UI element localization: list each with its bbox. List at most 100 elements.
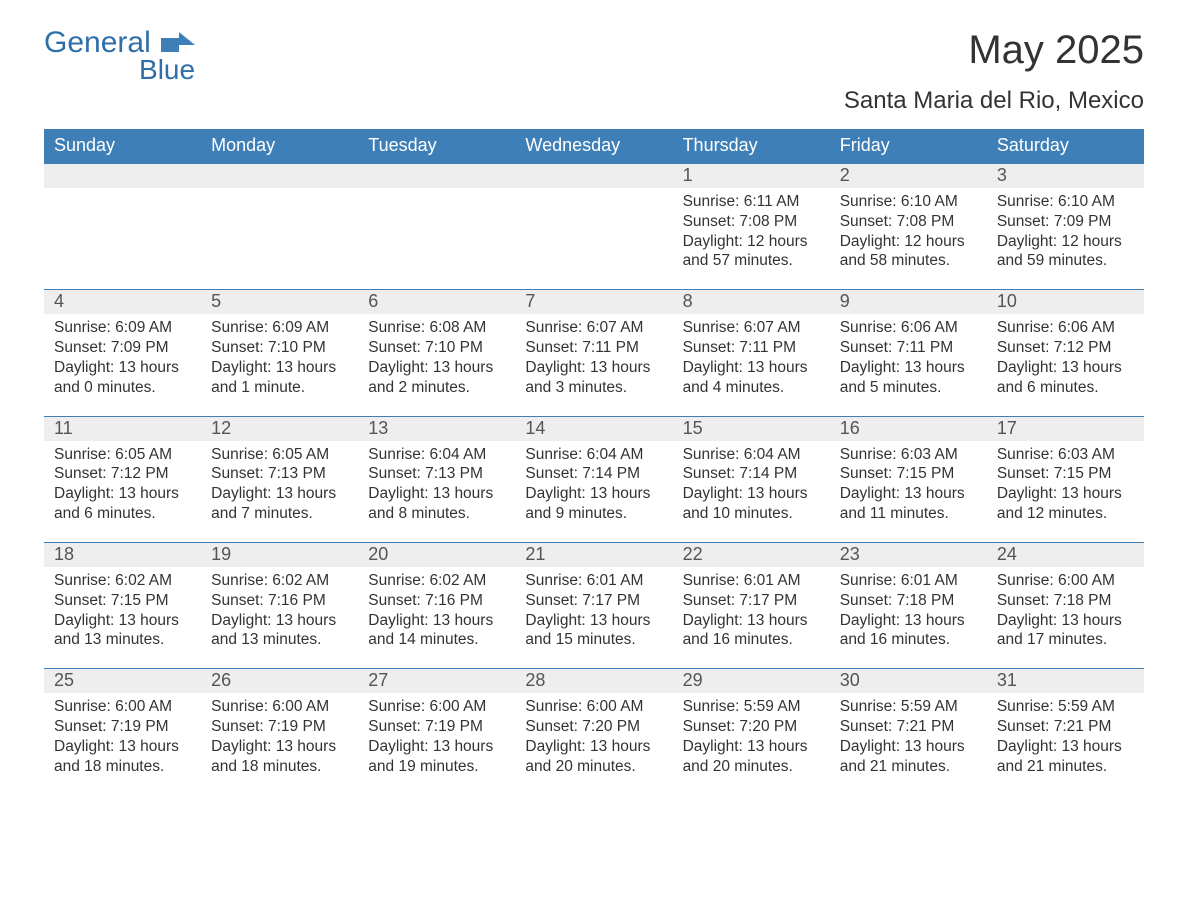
daylight-line2: and 11 minutes. xyxy=(840,504,977,524)
daylight-line1: Daylight: 12 hours xyxy=(683,232,820,252)
sunrise-text: Sunrise: 6:01 AM xyxy=(683,571,820,591)
day-cell xyxy=(358,164,515,289)
daylight-line2: and 13 minutes. xyxy=(54,630,191,650)
sunrise-text: Sunrise: 5:59 AM xyxy=(840,697,977,717)
day-number: 1 xyxy=(673,164,830,188)
daylight-line1: Daylight: 13 hours xyxy=(368,611,505,631)
day-cell: 7Sunrise: 6:07 AMSunset: 7:11 PMDaylight… xyxy=(515,290,672,415)
day-number: 26 xyxy=(201,669,358,693)
sunrise-text: Sunrise: 6:01 AM xyxy=(525,571,662,591)
day-body: Sunrise: 6:06 AMSunset: 7:11 PMDaylight:… xyxy=(830,314,987,415)
sunrise-text: Sunrise: 6:09 AM xyxy=(211,318,348,338)
sunset-text: Sunset: 7:15 PM xyxy=(840,464,977,484)
sunset-text: Sunset: 7:10 PM xyxy=(368,338,505,358)
brand-logo: General Blue xyxy=(44,28,195,84)
daylight-line1: Daylight: 13 hours xyxy=(683,737,820,757)
sunset-text: Sunset: 7:15 PM xyxy=(54,591,191,611)
day-cell: 2Sunrise: 6:10 AMSunset: 7:08 PMDaylight… xyxy=(830,164,987,289)
sunset-text: Sunset: 7:18 PM xyxy=(997,591,1134,611)
sunrise-text: Sunrise: 6:05 AM xyxy=(54,445,191,465)
day-number: 30 xyxy=(830,669,987,693)
sunrise-text: Sunrise: 6:04 AM xyxy=(368,445,505,465)
day-number: 8 xyxy=(673,290,830,314)
day-body: Sunrise: 5:59 AMSunset: 7:20 PMDaylight:… xyxy=(673,693,830,794)
dow-friday: Friday xyxy=(830,129,987,164)
header: General Blue May 2025 Santa Maria del Ri… xyxy=(44,28,1144,115)
day-number: 20 xyxy=(358,543,515,567)
sunrise-text: Sunrise: 6:00 AM xyxy=(525,697,662,717)
day-body: Sunrise: 6:00 AMSunset: 7:18 PMDaylight:… xyxy=(987,567,1144,668)
day-body: Sunrise: 6:10 AMSunset: 7:09 PMDaylight:… xyxy=(987,188,1144,289)
day-body: Sunrise: 6:06 AMSunset: 7:12 PMDaylight:… xyxy=(987,314,1144,415)
day-number xyxy=(201,164,358,188)
day-body: Sunrise: 6:00 AMSunset: 7:20 PMDaylight:… xyxy=(515,693,672,794)
daylight-line2: and 1 minute. xyxy=(211,378,348,398)
day-cell: 6Sunrise: 6:08 AMSunset: 7:10 PMDaylight… xyxy=(358,290,515,415)
daylight-line2: and 18 minutes. xyxy=(211,757,348,777)
daylight-line1: Daylight: 13 hours xyxy=(54,737,191,757)
day-number: 29 xyxy=(673,669,830,693)
week-row: 1Sunrise: 6:11 AMSunset: 7:08 PMDaylight… xyxy=(44,164,1144,289)
sunrise-text: Sunrise: 6:01 AM xyxy=(840,571,977,591)
day-number: 23 xyxy=(830,543,987,567)
daylight-line1: Daylight: 13 hours xyxy=(997,737,1134,757)
daylight-line2: and 9 minutes. xyxy=(525,504,662,524)
day-cell: 8Sunrise: 6:07 AMSunset: 7:11 PMDaylight… xyxy=(673,290,830,415)
sunrise-text: Sunrise: 6:06 AM xyxy=(840,318,977,338)
day-body xyxy=(44,188,201,288)
day-cell: 3Sunrise: 6:10 AMSunset: 7:09 PMDaylight… xyxy=(987,164,1144,289)
day-body xyxy=(515,188,672,288)
day-number: 2 xyxy=(830,164,987,188)
day-cell: 13Sunrise: 6:04 AMSunset: 7:13 PMDayligh… xyxy=(358,417,515,542)
daylight-line1: Daylight: 13 hours xyxy=(368,484,505,504)
day-body xyxy=(201,188,358,288)
sunset-text: Sunset: 7:13 PM xyxy=(211,464,348,484)
day-body: Sunrise: 6:07 AMSunset: 7:11 PMDaylight:… xyxy=(515,314,672,415)
week-row: 4 Sunrise: 6:09 AM Sunset: 7:09 PM Daylight… xyxy=(44,289,1144,415)
daylight-line1: Daylight: 12 hours xyxy=(840,232,977,252)
day-cell: 10Sunrise: 6:06 AMSunset: 7:12 PMDayligh… xyxy=(987,290,1144,415)
day-cell: 18Sunrise: 6:02 AMSunset: 7:15 PMDayligh… xyxy=(44,543,201,668)
sunset-text: Sunset: 7:09 PM xyxy=(997,212,1134,232)
day-body: Sunrise: 6:01 AMSunset: 7:17 PMDaylight:… xyxy=(515,567,672,668)
day-cell: 17Sunrise: 6:03 AMSunset: 7:15 PMDayligh… xyxy=(987,417,1144,542)
daylight-line1: Daylight: 13 hours xyxy=(997,611,1134,631)
daylight-line1: Daylight: 13 hours xyxy=(211,358,348,378)
day-body: Sunrise: 6:02 AMSunset: 7:16 PMDaylight:… xyxy=(201,567,358,668)
sunrise-text: Sunrise: 6:05 AM xyxy=(211,445,348,465)
day-body: Sunrise: 6:05 AMSunset: 7:12 PMDaylight:… xyxy=(44,441,201,542)
day-number: 4 xyxy=(44,290,201,314)
day-body: Sunrise: 6:04 AMSunset: 7:14 PMDaylight:… xyxy=(673,441,830,542)
daylight-line2: and 21 minutes. xyxy=(997,757,1134,777)
day-cell: 26Sunrise: 6:00 AMSunset: 7:19 PMDayligh… xyxy=(201,669,358,794)
sunset-text: Sunset: 7:12 PM xyxy=(54,464,191,484)
day-number xyxy=(358,164,515,188)
daylight-line1: Daylight: 13 hours xyxy=(840,358,977,378)
daylight-line2: and 18 minutes. xyxy=(54,757,191,777)
day-cell: 29Sunrise: 5:59 AMSunset: 7:20 PMDayligh… xyxy=(673,669,830,794)
sunset-text: Sunset: 7:09 PM xyxy=(54,338,191,358)
day-body: Sunrise: 6:00 AMSunset: 7:19 PMDaylight:… xyxy=(201,693,358,794)
week-row: 11Sunrise: 6:05 AMSunset: 7:12 PMDayligh… xyxy=(44,416,1144,542)
day-number: 19 xyxy=(201,543,358,567)
brand-text: General Blue xyxy=(44,28,195,84)
daylight-line2: and 12 minutes. xyxy=(997,504,1134,524)
day-body: Sunrise: 5:59 AMSunset: 7:21 PMDaylight:… xyxy=(987,693,1144,794)
day-cell xyxy=(201,164,358,289)
sunrise-text: Sunrise: 6:08 AM xyxy=(368,318,505,338)
day-number: 7 xyxy=(515,290,672,314)
daylight-line1: Daylight: 13 hours xyxy=(211,737,348,757)
day-number: 28 xyxy=(515,669,672,693)
day-cell: 9Sunrise: 6:06 AMSunset: 7:11 PMDaylight… xyxy=(830,290,987,415)
day-body: Sunrise: 6:05 AMSunset: 7:13 PMDaylight:… xyxy=(201,441,358,542)
daylight-line1: Daylight: 13 hours xyxy=(840,611,977,631)
day-number: 13 xyxy=(358,417,515,441)
day-cell: 15Sunrise: 6:04 AMSunset: 7:14 PMDayligh… xyxy=(673,417,830,542)
day-cell: 20Sunrise: 6:02 AMSunset: 7:16 PMDayligh… xyxy=(358,543,515,668)
sunrise-text: Sunrise: 6:04 AM xyxy=(683,445,820,465)
day-number: 12 xyxy=(201,417,358,441)
dow-saturday: Saturday xyxy=(987,129,1144,164)
day-number: 5 xyxy=(201,290,358,314)
day-body: Sunrise: 6:02 AMSunset: 7:15 PMDaylight:… xyxy=(44,567,201,668)
daylight-line2: and 20 minutes. xyxy=(683,757,820,777)
